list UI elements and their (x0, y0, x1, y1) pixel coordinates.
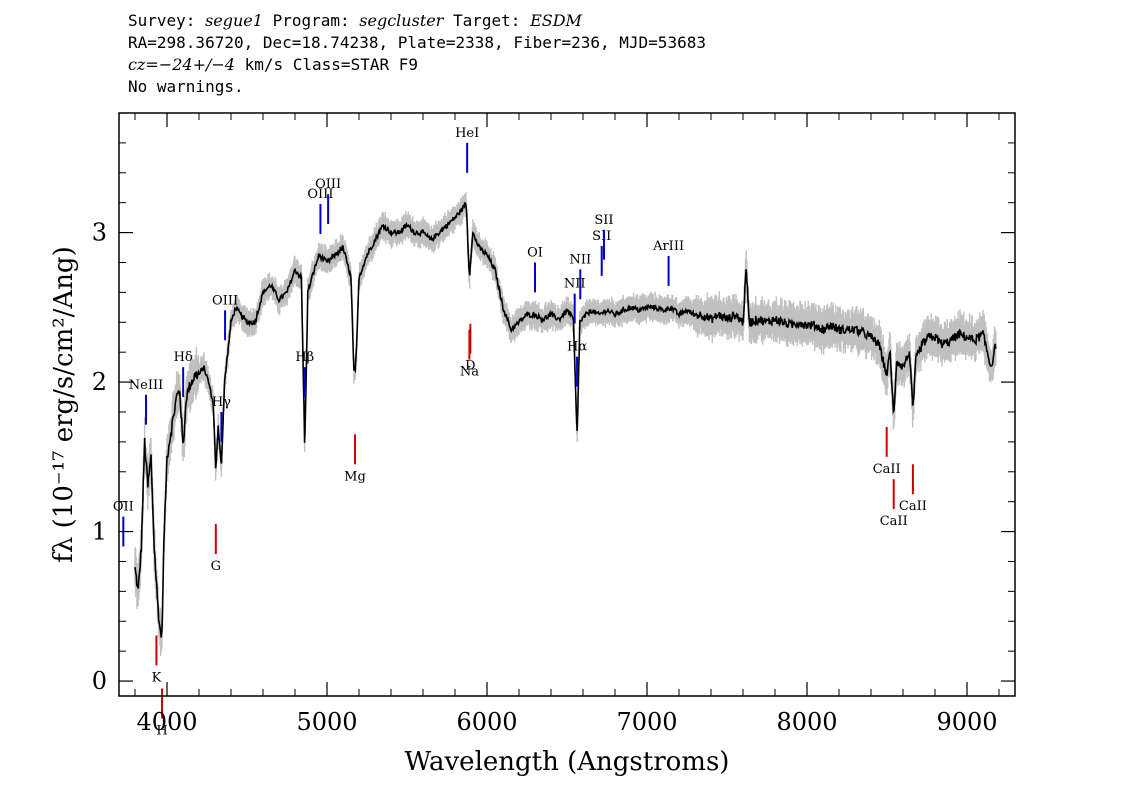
header-line-coords: RA=298.36720, Dec=18.74238, Plate=2338, … (128, 33, 706, 52)
x-tick-label: 7000 (616, 708, 677, 736)
x-tick-label: 6000 (456, 708, 517, 736)
header-line-warnings: No warnings. (128, 77, 244, 96)
flux-line (134, 202, 997, 638)
emission-label: OIII (212, 293, 238, 308)
flux-series (134, 202, 997, 638)
emission-label: NII (564, 277, 586, 292)
program-label: Program: (272, 11, 350, 30)
emission-label: SII (592, 229, 611, 244)
header-line-redshift: cz=−24+/−4 km/s Class=STAR F9 (128, 54, 706, 76)
cz-unit: km/s (244, 55, 284, 74)
survey-label: Survey: (128, 11, 196, 30)
x-tick-label: 4000 (136, 708, 197, 736)
y-tick-label: 1 (92, 518, 107, 546)
line-markers: OIINeIIIHδHγOIIIHβOIIIOIIIHeIOINIIHαNIIS… (113, 126, 927, 739)
absorption-label: CaII (899, 499, 927, 514)
cz-label: cz= (128, 55, 159, 74)
x-tick-label: 8000 (776, 708, 837, 736)
emission-label: OIII (307, 187, 333, 202)
absorption-label: H (156, 723, 167, 738)
y-tick-label: 3 (92, 219, 107, 247)
absorption-label: K (152, 670, 162, 685)
absorption-label: D (465, 359, 475, 374)
emission-label: ArIII (652, 239, 684, 254)
emission-label: SII (594, 213, 613, 228)
emission-label: NeIII (129, 378, 163, 393)
emission-label: OII (113, 500, 134, 515)
absorption-label: G (211, 559, 221, 574)
error-band (134, 192, 997, 656)
target-value: ESDM (530, 11, 582, 30)
axis-ticks: 4000 5000 6000 7000 8000 9000 0 1 2 3 (92, 113, 1015, 736)
emission-label: Hα (567, 340, 587, 355)
program-value: segcluster (359, 11, 444, 30)
absorption-label: CaII (880, 514, 908, 529)
y-tick-label: 2 (92, 368, 107, 396)
y-axis-label: fλ (10⁻¹⁷ erg/s/cm²/Ang) (49, 246, 79, 562)
emission-label: HeI (455, 126, 479, 141)
plot-frame (118, 112, 1016, 697)
target-label: Target: (453, 11, 521, 30)
x-tick-label: 9000 (936, 708, 997, 736)
survey-value: segue1 (205, 11, 263, 30)
emission-label: Hβ (295, 350, 314, 365)
header-line-survey: Survey: segue1 Program: segcluster Targe… (128, 10, 706, 32)
class-text: Class=STAR F9 (292, 55, 418, 74)
cz-value: −24+/−4 (158, 55, 235, 74)
absorption-label: Na (460, 365, 479, 380)
emission-label: Hγ (212, 395, 231, 410)
spectrum-header: Survey: segue1 Program: segcluster Targe… (128, 10, 706, 98)
x-tick-label: 5000 (296, 708, 357, 736)
absorption-label: Mg (344, 469, 366, 484)
emission-label: OI (527, 245, 543, 260)
emission-label: NII (569, 252, 591, 267)
emission-label: OIII (315, 177, 341, 192)
absorption-label: CaII (873, 462, 901, 477)
x-axis-label: Wavelength (Angstroms) (405, 747, 730, 777)
emission-label: Hδ (174, 350, 193, 365)
y-tick-label: 0 (92, 667, 107, 695)
